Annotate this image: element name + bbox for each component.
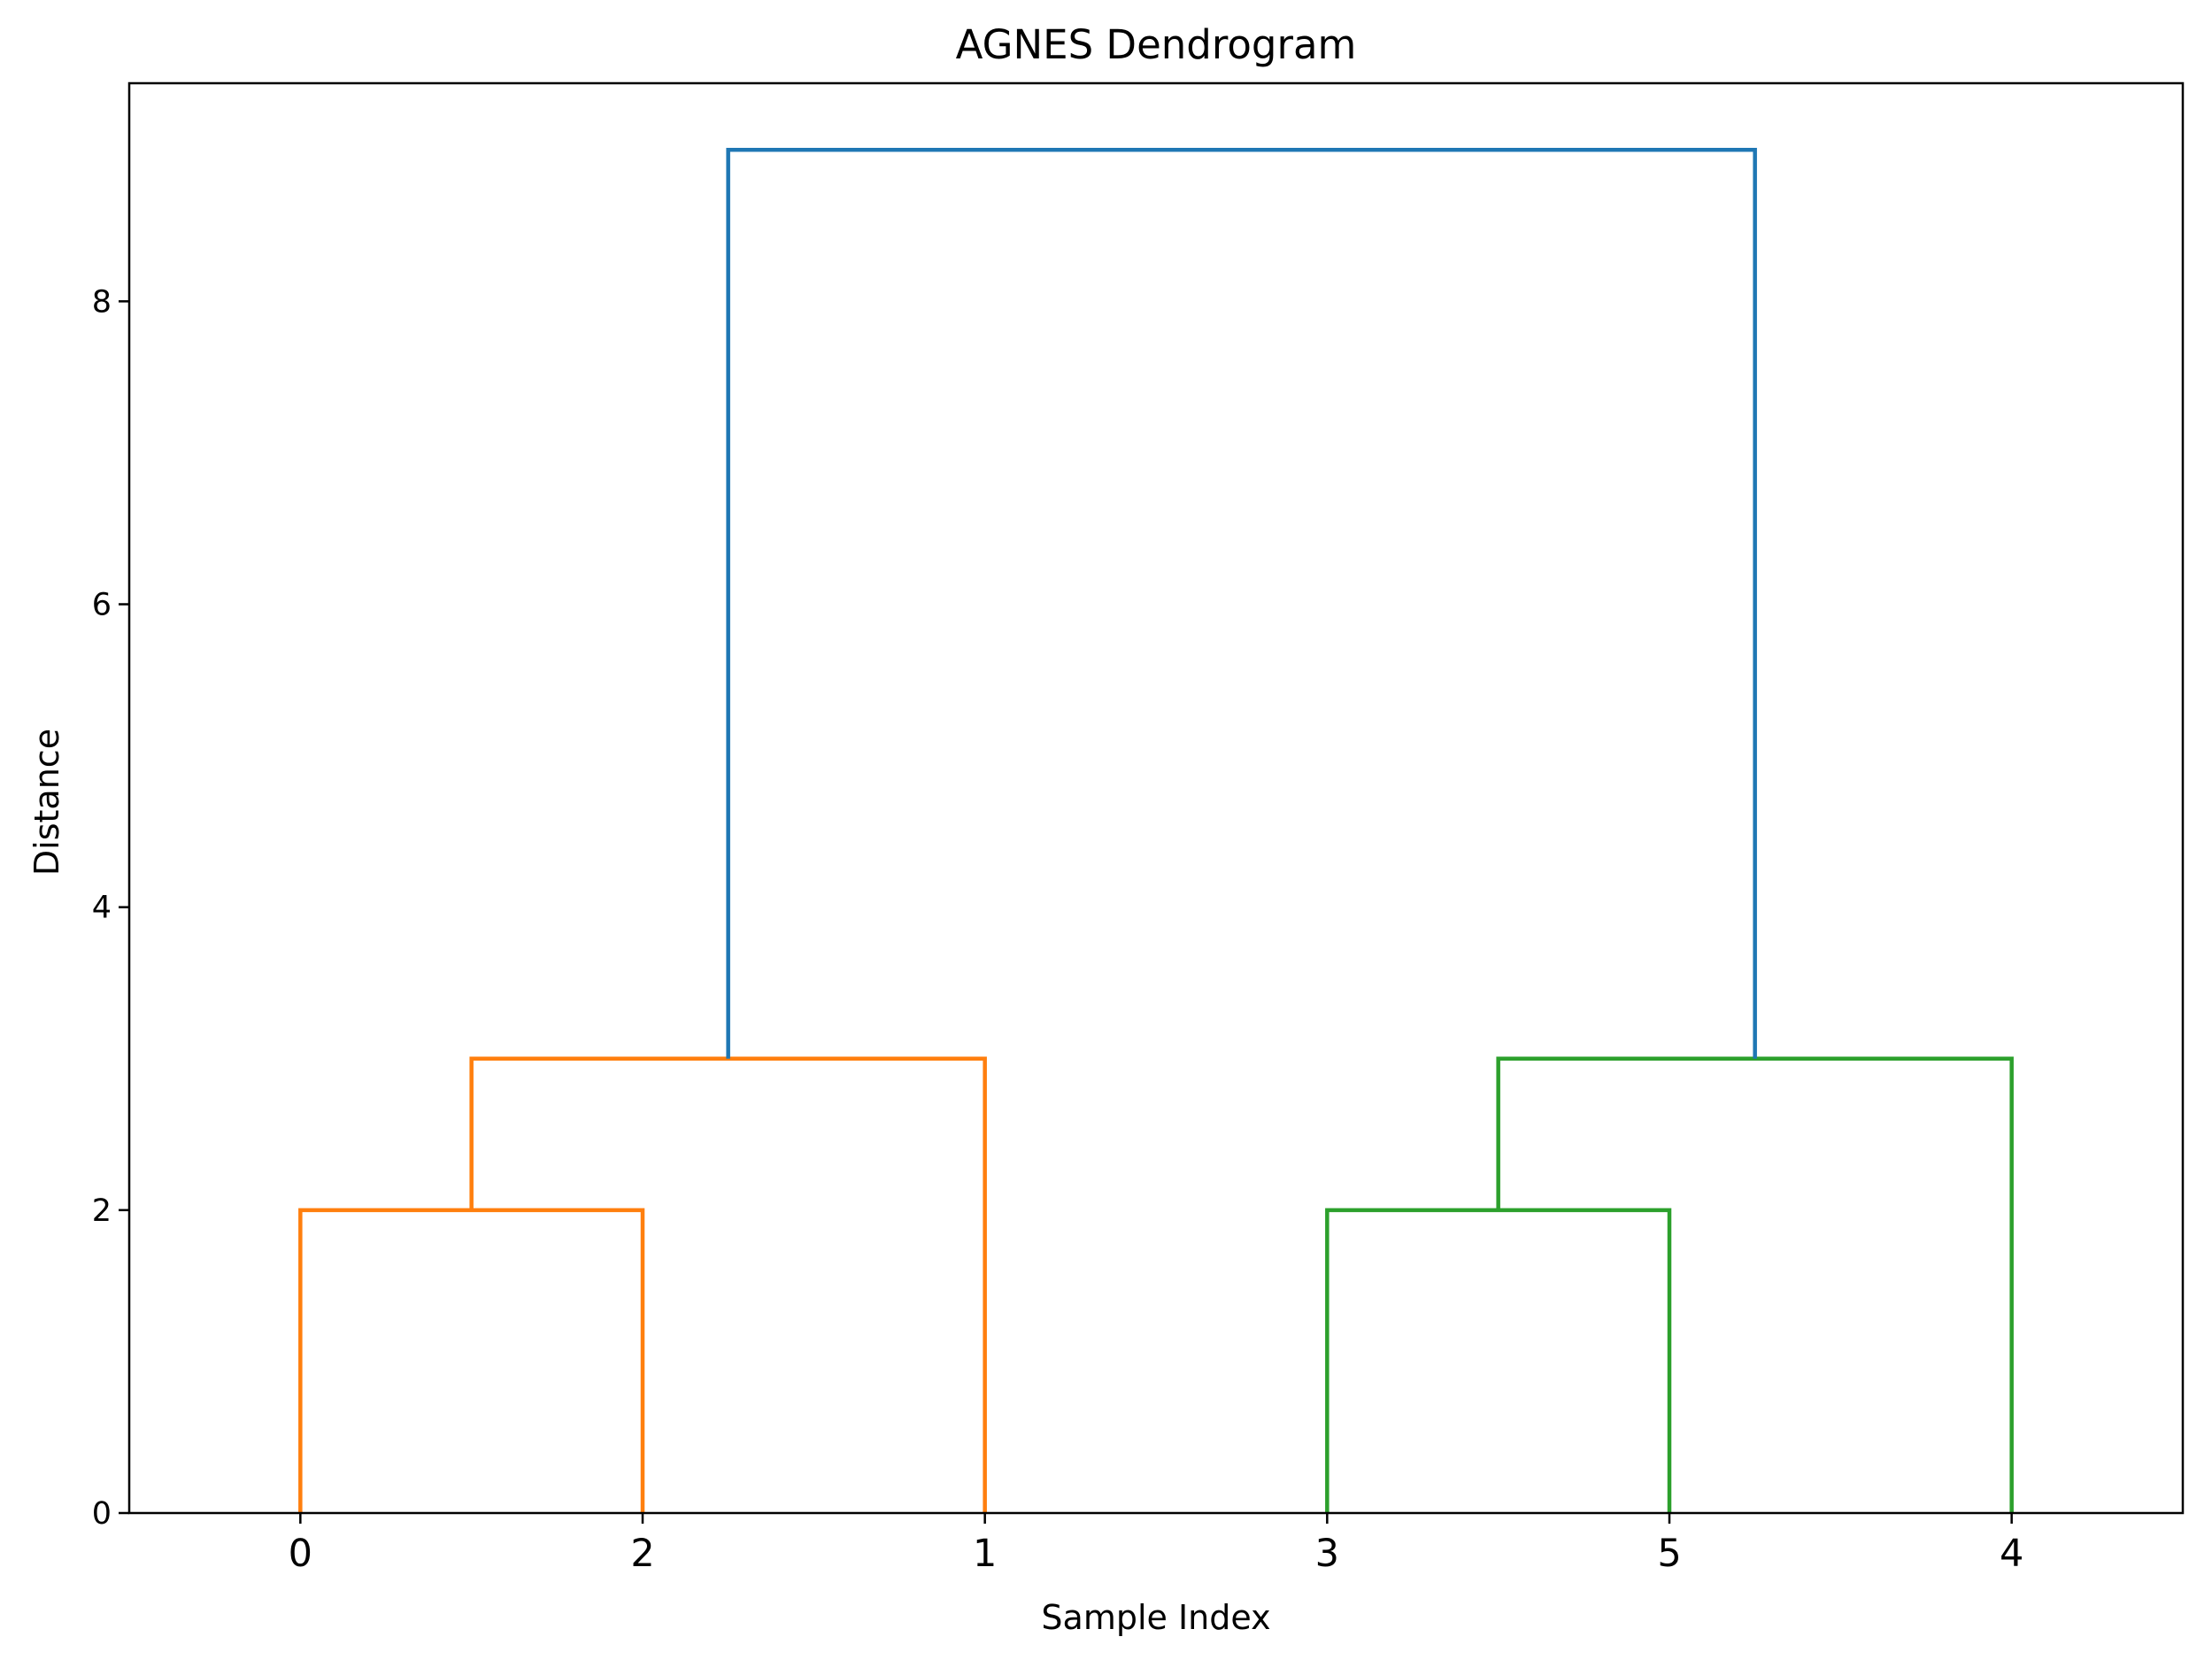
y-axis-ticks: 0 2 4 6 8 — [92, 284, 129, 1532]
dendrogram-link-0 — [298, 1208, 645, 1513]
y-tick-label: 0 — [92, 1496, 112, 1532]
chart-title: AGNES Dendrogram — [956, 21, 1357, 68]
x-tick-label: 5 — [1657, 1532, 1681, 1576]
x-axis-ticks: 0 2 1 3 5 4 — [289, 1513, 2023, 1576]
dendrogram-link-1 — [1325, 1208, 1672, 1513]
x-tick-label: 2 — [630, 1532, 654, 1576]
y-tick-label: 2 — [92, 1193, 112, 1229]
x-axis-label: Sample Index — [1041, 1598, 1270, 1637]
y-tick-label: 4 — [92, 891, 112, 926]
x-tick-label: 4 — [2000, 1532, 2023, 1576]
dendrogram-links — [298, 148, 2014, 1513]
plot-frame — [127, 81, 2185, 1515]
x-tick-label: 1 — [973, 1532, 997, 1576]
y-tick-label: 8 — [92, 284, 112, 320]
dendrogram-link-3 — [1496, 1056, 2014, 1513]
dendrogram-link-4 — [726, 148, 1757, 1059]
y-tick-label: 6 — [92, 588, 112, 623]
x-tick-label: 3 — [1315, 1532, 1339, 1576]
dendrogram-link-2 — [469, 1056, 987, 1513]
x-tick-label: 0 — [289, 1532, 312, 1576]
y-axis-label: Distance — [27, 729, 66, 876]
